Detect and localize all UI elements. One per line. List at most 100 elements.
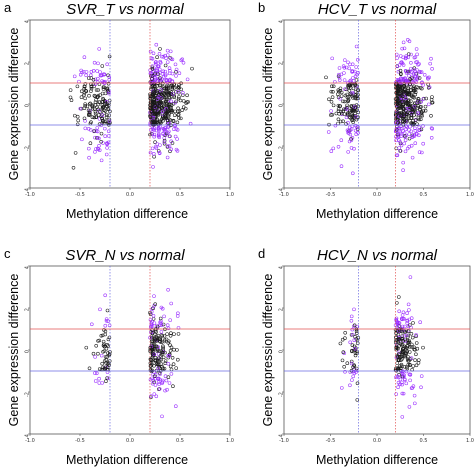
data-point xyxy=(90,322,94,327)
data-point xyxy=(163,359,168,363)
data-point xyxy=(80,137,84,142)
data-point xyxy=(407,405,412,409)
x-tick-label: -1.0 xyxy=(279,192,289,198)
data-point xyxy=(152,99,157,104)
data-point xyxy=(165,387,169,392)
data-point xyxy=(154,394,159,399)
y-tick-label: -2 xyxy=(25,392,31,397)
data-point xyxy=(107,323,112,328)
y-axis-label: Gene expression difference xyxy=(261,28,275,181)
data-point xyxy=(107,353,111,358)
data-point xyxy=(150,146,155,151)
data-point xyxy=(355,331,359,336)
data-point xyxy=(353,93,358,97)
data-point xyxy=(88,128,93,132)
data-point xyxy=(402,365,407,369)
data-point xyxy=(91,78,96,82)
data-point xyxy=(402,81,406,86)
data-point xyxy=(106,319,110,323)
data-point xyxy=(150,132,155,136)
x-tick-label: -1.0 xyxy=(279,438,289,444)
data-point xyxy=(405,319,410,323)
data-point xyxy=(158,354,163,358)
data-point xyxy=(409,111,414,116)
data-point xyxy=(347,139,352,144)
data-point xyxy=(419,100,423,104)
data-point xyxy=(97,113,101,117)
data-point xyxy=(396,375,401,379)
data-point xyxy=(153,108,157,113)
data-point xyxy=(152,392,157,396)
data-point xyxy=(407,350,412,354)
data-point xyxy=(348,86,353,90)
data-point xyxy=(339,72,344,77)
data-point xyxy=(417,76,422,80)
data-point xyxy=(356,58,360,62)
data-point xyxy=(96,107,100,112)
data-point xyxy=(331,103,336,108)
data-point xyxy=(336,145,341,149)
data-point xyxy=(343,58,347,62)
data-point xyxy=(415,106,420,110)
data-point xyxy=(176,332,181,336)
data-point xyxy=(409,52,413,57)
data-point xyxy=(329,113,333,117)
data-point xyxy=(164,97,169,102)
data-point xyxy=(177,71,182,75)
data-point xyxy=(157,52,162,56)
data-point xyxy=(408,275,413,279)
plot-frame xyxy=(283,19,471,189)
data-point xyxy=(101,141,105,145)
data-point xyxy=(170,71,175,76)
data-point xyxy=(87,93,91,98)
data-point xyxy=(400,334,405,338)
data-point xyxy=(398,140,402,144)
data-point xyxy=(91,82,96,86)
data-point xyxy=(400,329,404,334)
data-point xyxy=(353,94,358,99)
data-point xyxy=(149,395,153,400)
data-point xyxy=(163,388,167,393)
data-point xyxy=(411,321,415,325)
panel-d: d HCV_N vs normal -4 -2 0 2 4 -1.0 -0.5 0.0 0.5 1.0… xyxy=(258,246,474,467)
data-point xyxy=(396,358,401,362)
data-point xyxy=(96,61,100,66)
data-point xyxy=(100,79,104,83)
data-point xyxy=(331,84,336,89)
data-point xyxy=(427,85,432,89)
data-point xyxy=(399,143,404,148)
x-tick-label: 0.5 xyxy=(420,192,428,198)
data-point xyxy=(164,99,168,103)
data-point xyxy=(401,160,405,165)
data-point xyxy=(165,48,170,53)
data-point xyxy=(172,95,177,99)
data-point xyxy=(169,99,173,104)
data-point xyxy=(414,47,419,51)
data-point xyxy=(398,325,402,329)
y-axis-label: Gene expression difference xyxy=(261,274,275,427)
x-tick-label: 0.0 xyxy=(373,192,381,198)
data-point xyxy=(148,71,153,76)
data-point xyxy=(83,82,88,86)
data-point xyxy=(100,106,105,111)
data-point xyxy=(149,128,153,132)
data-point xyxy=(156,125,161,130)
data-point xyxy=(169,301,173,306)
data-point xyxy=(105,308,110,313)
data-point xyxy=(403,106,408,111)
data-point xyxy=(355,398,360,402)
data-point xyxy=(352,146,356,151)
data-point xyxy=(105,141,109,146)
data-point xyxy=(407,132,411,136)
data-point xyxy=(190,66,194,71)
data-point xyxy=(167,339,171,344)
data-point xyxy=(172,93,176,98)
y-tick-label: 4 xyxy=(25,20,31,23)
data-point xyxy=(158,67,162,72)
data-point xyxy=(409,88,413,93)
data-point xyxy=(154,42,159,47)
data-point xyxy=(158,120,163,124)
data-point xyxy=(160,72,165,76)
data-point xyxy=(419,113,423,118)
data-point xyxy=(108,109,112,114)
